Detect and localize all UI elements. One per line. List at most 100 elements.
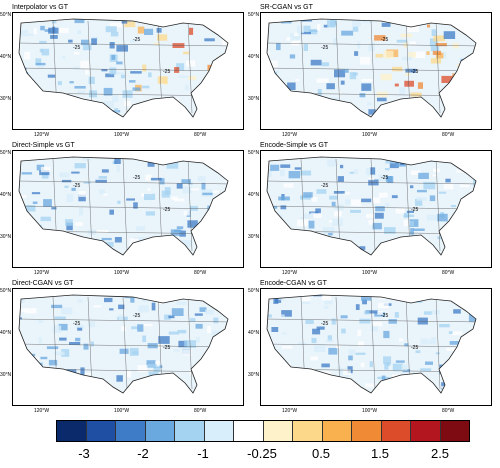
colorbar-segment: [234, 421, 264, 441]
contour-label: -25: [163, 345, 170, 351]
panel-interpolator: Interpolator vs GT -25 -25 -25 50°N 40°N 3…: [0, 4, 244, 144]
map-area: -25 -25 -25: [12, 12, 244, 130]
lon-label-120: 120°W: [282, 132, 298, 138]
colorbar-segment: [411, 421, 441, 441]
lat-label-40: 40°N: [0, 54, 12, 60]
contour-label: -25: [133, 37, 140, 43]
lon-label-120: 120°W: [34, 270, 50, 276]
lon-label-120: 120°W: [282, 408, 298, 414]
lat-label-50: 50°N: [0, 150, 12, 156]
lon-label-100: 100°W: [114, 270, 130, 276]
lat-label-30: 30°N: [0, 96, 12, 102]
map-area: -25 -25 -25: [260, 12, 492, 130]
lon-label-80: 80°W: [442, 408, 455, 414]
contour-label: -25: [321, 183, 328, 189]
contour-label: -25: [321, 321, 328, 327]
contour-label: -25: [381, 37, 388, 43]
panel-sr-cgan: SR-CGAN vs GT -25 -25 -25 50°N 40°N 30°N 1…: [248, 4, 492, 144]
panel-encode-simple: Encode-Simple vs GT -25 -25 -25 50°N 40°N …: [248, 142, 492, 282]
panel-encode-cgan: Encode-CGAN vs GT -25 -25 -25 50°N 40°N 30…: [248, 280, 492, 420]
lat-label-40: 40°N: [0, 330, 12, 336]
colorbar-label: -1: [197, 446, 209, 461]
contour-label: -25: [381, 175, 388, 181]
lat-label-40: 40°N: [0, 192, 12, 198]
lat-label-30: 30°N: [0, 372, 12, 378]
colorbar-segment: [352, 421, 382, 441]
contour-label: -25: [73, 321, 80, 327]
lon-label-120: 120°W: [34, 132, 50, 138]
us-map: -25 -25 -25: [18, 156, 229, 256]
colorbar-segment: [263, 421, 293, 441]
colorbar-segment: [322, 421, 352, 441]
colorbar-label: 0.5: [311, 446, 331, 461]
lat-label-30: 30°N: [248, 234, 260, 240]
colorbar: [56, 420, 470, 442]
contour-label: -25: [411, 69, 418, 75]
lat-label-30: 30°N: [248, 372, 260, 378]
contour-label: -25: [73, 183, 80, 189]
lat-label-30: 30°N: [0, 234, 12, 240]
lat-label-50: 50°N: [0, 12, 12, 18]
colorbar-segment: [145, 421, 175, 441]
us-map: -25 -25 -25: [18, 294, 229, 394]
lon-label-80: 80°W: [194, 270, 207, 276]
colorbar-segment: [293, 421, 323, 441]
colorbar-label: -3: [78, 446, 90, 461]
lon-label-100: 100°W: [362, 270, 378, 276]
lon-label-100: 100°W: [362, 408, 378, 414]
colorbar-segment: [116, 421, 146, 441]
contour-label: -25: [321, 45, 328, 51]
lon-label-80: 80°W: [442, 132, 455, 138]
us-map: -25 -25 -25: [266, 156, 477, 256]
colorbar-segment: [175, 421, 205, 441]
lon-label-80: 80°W: [442, 270, 455, 276]
colorbar-label: 2.5: [430, 446, 450, 461]
panel-title: SR-CGAN vs GT: [260, 4, 313, 11]
lon-label-80: 80°W: [194, 132, 207, 138]
lat-label-50: 50°N: [248, 288, 260, 294]
map-area: -25 -25 -25: [12, 288, 244, 406]
lon-label-120: 120°W: [34, 408, 50, 414]
colorbar-segment: [440, 421, 469, 441]
colorbar-segment: [381, 421, 411, 441]
lat-label-40: 40°N: [248, 192, 260, 198]
us-map: -25 -25 -25: [266, 18, 477, 118]
lon-label-100: 100°W: [114, 408, 130, 414]
colorbar-segment: [57, 421, 87, 441]
colorbar-label: 1.5: [370, 446, 390, 461]
lon-label-120: 120°W: [282, 270, 298, 276]
contour-label: -25: [163, 69, 170, 75]
lat-label-50: 50°N: [0, 288, 12, 294]
lon-label-80: 80°W: [194, 408, 207, 414]
panel-title: Encode-Simple vs GT: [260, 142, 329, 149]
lat-label-40: 40°N: [248, 330, 260, 336]
colorbar-segment: [204, 421, 234, 441]
panel-title: Interpolator vs GT: [12, 4, 69, 11]
colorbar-segment: [86, 421, 116, 441]
colorbar-label: -0.25: [247, 446, 277, 461]
contour-label: -25: [73, 45, 80, 51]
contour-label: -25: [411, 345, 418, 351]
us-map: -25 -25 -25: [18, 18, 229, 118]
map-area: -25 -25 -25: [260, 288, 492, 406]
lon-label-100: 100°W: [114, 132, 130, 138]
lon-label-100: 100°W: [362, 132, 378, 138]
us-map: -25 -25 -25: [266, 294, 477, 394]
lat-label-30: 30°N: [248, 96, 260, 102]
lat-label-50: 50°N: [248, 12, 260, 18]
map-area: -25 -25 -25: [12, 150, 244, 268]
contour-label: -25: [133, 175, 140, 181]
lat-label-50: 50°N: [248, 150, 260, 156]
contour-label: -25: [411, 207, 418, 213]
panel-direct-cgan: Direct-CGAN vs GT -25 -25 -25 50°N 40°N 30…: [0, 280, 244, 420]
contour-label: -25: [381, 313, 388, 319]
lat-label-40: 40°N: [248, 54, 260, 60]
panel-title: Encode-CGAN vs GT: [260, 280, 327, 287]
map-area: -25 -25 -25: [260, 150, 492, 268]
colorbar-label: -2: [137, 446, 149, 461]
panel-title: Direct-Simple vs GT: [12, 142, 75, 149]
panel-direct-simple: Direct-Simple vs GT -25 -25 -25 50°N 40°N …: [0, 142, 244, 282]
contour-label: -25: [133, 313, 140, 319]
contour-label: -25: [163, 207, 170, 213]
panel-title: Direct-CGAN vs GT: [12, 280, 74, 287]
